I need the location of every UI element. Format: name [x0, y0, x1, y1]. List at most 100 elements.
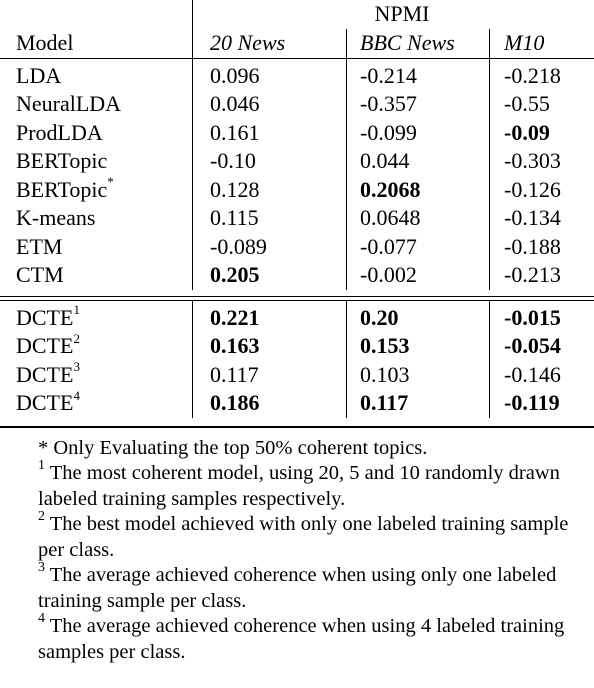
model-footnote-mark: 4: [73, 387, 80, 403]
footnote-text: The average achieved coherence when usin…: [38, 615, 565, 663]
col-header-bbcnews: BBC News: [346, 28, 490, 59]
footnote-text: The most coherent model, using 20, 5 and…: [38, 462, 560, 510]
npmi-value-m10: -0.303: [489, 147, 594, 176]
footnote: 3 The average achieved coherence when us…: [38, 560, 590, 614]
model-name: BERTopic: [16, 176, 108, 202]
footnote: 1 The most coherent model, using 20, 5 a…: [38, 458, 590, 512]
npmi-value-bbcnews: 0.103: [346, 360, 490, 389]
model-name-cell: CTM: [0, 261, 193, 290]
npmi-value-bbcnews: -0.357: [346, 90, 490, 119]
footnote-mark: *: [38, 436, 49, 459]
model-name-cell: DCTE1: [0, 301, 193, 333]
bottom-rule: [0, 425, 594, 428]
col-header-m10: M10: [489, 28, 594, 59]
model-name: BERTopic: [16, 148, 108, 173]
npmi-group-header: NPMI: [192, 0, 594, 29]
npmi-value-20news: 0.205: [192, 261, 347, 290]
npmi-value-m10: -0.015: [489, 300, 594, 332]
npmi-value-20news: 0.046: [192, 90, 347, 119]
npmi-value-20news: 0.115: [192, 204, 347, 233]
model-name: LDA: [16, 62, 62, 88]
table-row: LDA 0.096 -0.214 -0.218: [0, 58, 594, 90]
npmi-value-20news: 0.161: [192, 118, 347, 147]
group-header-row: NPMI: [0, 0, 594, 29]
table-row: BERTopic* 0.128 0.2068 -0.126: [0, 174, 594, 205]
model-name-cell: K-means: [0, 204, 193, 233]
npmi-value-m10: -0.054: [489, 332, 594, 361]
npmi-value-20news: 0.186: [192, 389, 347, 418]
model-footnote-mark: *: [107, 174, 114, 190]
npmi-value-20news: -0.089: [192, 232, 347, 261]
npmi-results-table: NPMI Model 20 News BBC News M10 LDA 0.096…: [0, 0, 594, 290]
model-name-cell: DCTE2: [0, 332, 193, 361]
footnote-text: The best model achieved with only one la…: [38, 513, 569, 561]
footnote: * Only Evaluating the top 50% coherent t…: [38, 436, 590, 462]
npmi-value-20news: -0.10: [192, 147, 347, 176]
npmi-value-m10: -0.188: [489, 232, 594, 261]
model-footnote-mark: 3: [73, 359, 80, 375]
model-name-cell: NeuralLDA: [0, 90, 193, 119]
model-name-cell: DCTE3: [0, 359, 193, 390]
footnote-text: The average achieved coherence when usin…: [38, 564, 557, 612]
npmi-value-bbcnews: -0.077: [346, 232, 490, 261]
npmi-value-bbcnews: 0.0648: [346, 204, 490, 233]
model-name-cell: ProdLDA: [0, 119, 193, 148]
model-name: ETM: [16, 233, 63, 259]
table-row: DCTE1 0.221 0.20 -0.015: [0, 300, 594, 333]
table-footnotes: * Only Evaluating the top 50% coherent t…: [0, 436, 594, 666]
table-row: DCTE3 0.117 0.103 -0.146: [0, 359, 594, 390]
npmi-value-20news: 0.221: [192, 300, 347, 332]
npmi-value-20news: 0.096: [192, 58, 347, 90]
model-footnote-mark: 2: [73, 330, 80, 346]
npmi-value-bbcnews: 0.2068: [346, 175, 490, 204]
double-rule: [0, 295, 594, 301]
npmi-value-bbcnews: -0.002: [346, 261, 490, 290]
footnote-mark: 2: [38, 509, 45, 525]
npmi-value-bbcnews: 0.153: [346, 332, 490, 361]
npmi-value-bbcnews: 0.20: [346, 300, 490, 332]
npmi-value-m10: -0.218: [489, 58, 594, 90]
npmi-value-20news: 0.117: [192, 360, 347, 389]
npmi-value-m10: -0.126: [489, 175, 594, 204]
npmi-value-bbcnews: -0.099: [346, 118, 490, 147]
npmi-value-m10: -0.119: [489, 389, 594, 418]
col-header-20news: 20 News: [192, 28, 347, 59]
table-row: ProdLDA 0.161 -0.099 -0.09: [0, 118, 594, 148]
npmi-value-m10: -0.213: [489, 261, 594, 290]
footnote-mark: 4: [38, 611, 45, 627]
table-row: DCTE2 0.163 0.153 -0.054: [0, 332, 594, 361]
results-table-figure: NPMI Model 20 News BBC News M10 LDA 0.096…: [0, 0, 594, 666]
npmi-value-m10: -0.55: [489, 90, 594, 119]
dcte-rows: DCTE1 0.221 0.20 -0.015 DCTE2 0.163 0.153 -0.05…: [0, 300, 594, 418]
model-name-cell: ETM: [0, 233, 193, 262]
npmi-value-20news: 0.128: [192, 175, 347, 204]
table-row: ETM -0.089 -0.077 -0.188: [0, 232, 594, 262]
model-name-cell: BERTopic: [0, 147, 193, 176]
table-row: DCTE4 0.186 0.117 -0.119: [0, 389, 594, 418]
model-name: DCTE: [16, 333, 74, 358]
column-header-row: Model 20 News BBC News M10: [0, 28, 594, 59]
npmi-value-bbcnews: 0.044: [346, 147, 490, 176]
footnote: 2 The best model achieved with only one …: [38, 509, 590, 563]
model-name-cell: DCTE4: [0, 389, 193, 418]
npmi-value-m10: -0.09: [489, 118, 594, 147]
dcte-results-table: DCTE1 0.221 0.20 -0.015 DCTE2 0.163 0.153 -0.05…: [0, 300, 594, 418]
model-name: ProdLDA: [16, 119, 103, 145]
model-name: CTM: [16, 262, 64, 287]
footnote-text: Only Evaluating the top 50% coherent top…: [53, 436, 428, 459]
table-row: NeuralLDA 0.046 -0.357 -0.55: [0, 90, 594, 119]
model-name-cell: BERTopic*: [0, 174, 193, 205]
table-row: CTM 0.205 -0.002 -0.213: [0, 261, 594, 290]
table-row: BERTopic -0.10 0.044 -0.303: [0, 147, 594, 176]
footnote-mark: 1: [38, 458, 45, 474]
model-name: NeuralLDA: [16, 91, 122, 116]
model-name: DCTE: [16, 361, 74, 387]
table-row: K-means 0.115 0.0648 -0.134: [0, 204, 594, 233]
footnote: 4 The average achieved coherence when us…: [38, 611, 590, 665]
model-name: DCTE: [16, 304, 74, 330]
footnote-mark: 3: [38, 560, 45, 576]
npmi-value-m10: -0.146: [489, 360, 594, 389]
npmi-value-bbcnews: 0.117: [346, 389, 490, 418]
npmi-value-bbcnews: -0.214: [346, 58, 490, 90]
baseline-rows: LDA 0.096 -0.214 -0.218 NeuralLDA 0.046 -0.357…: [0, 58, 594, 290]
